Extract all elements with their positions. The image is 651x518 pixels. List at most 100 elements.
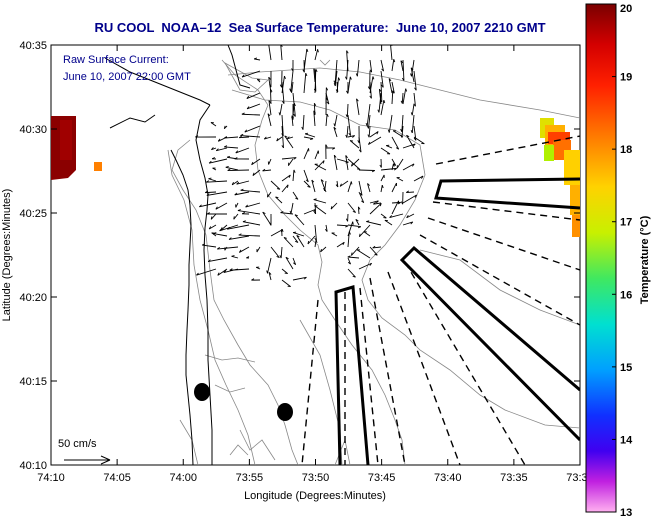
current-vector-head	[206, 212, 210, 215]
current-vector	[292, 191, 299, 200]
current-vector	[281, 81, 285, 104]
current-vector-head	[313, 211, 317, 215]
current-vector	[227, 169, 250, 171]
current-vector-head	[202, 243, 206, 246]
current-vector-head	[405, 88, 408, 92]
current-vector	[333, 155, 338, 171]
current-vector-head	[365, 122, 368, 127]
current-vector-head	[236, 181, 240, 185]
current-vector-head	[280, 211, 284, 214]
current-vector	[402, 59, 405, 81]
current-vector-head	[262, 168, 266, 172]
current-vector	[303, 48, 308, 72]
current-vector	[373, 202, 382, 205]
current-vector	[281, 75, 285, 94]
current-vector	[210, 213, 217, 220]
current-vector-head	[376, 131, 379, 135]
current-vector	[292, 103, 295, 116]
current-vector	[292, 257, 297, 265]
current-vector-head	[276, 188, 281, 190]
current-vector	[239, 246, 250, 253]
current-vector-head	[241, 112, 245, 115]
current-vector-head	[393, 168, 397, 171]
current-vector	[345, 155, 349, 171]
colorbar-label: Temperature (°C)	[639, 215, 651, 304]
current-vector-head	[358, 206, 361, 210]
current-vector-head	[313, 209, 316, 212]
current-vector-head	[251, 278, 255, 281]
current-vector-head	[333, 126, 337, 130]
current-vector-head	[225, 166, 229, 168]
colorbar-tick-label: 20	[620, 3, 632, 15]
current-vector	[388, 114, 393, 133]
current-vector-head	[215, 148, 219, 152]
current-vector-head	[283, 237, 287, 239]
current-vector	[225, 166, 239, 171]
current-vector-head	[213, 232, 217, 234]
current-vector	[357, 206, 360, 215]
current-vector-head	[414, 87, 417, 91]
current-vector	[314, 49, 319, 61]
current-vector	[411, 114, 415, 134]
current-vector-head	[379, 164, 382, 168]
colorbar-tick-label: 15	[620, 362, 632, 374]
current-vector-head	[229, 268, 233, 271]
current-vector	[391, 200, 399, 215]
current-vector-head	[234, 192, 238, 196]
current-vector	[246, 103, 261, 110]
current-vector	[303, 148, 310, 160]
x-tick-label: 73:40	[434, 472, 462, 484]
sst-patch-east	[540, 118, 580, 237]
current-vector	[369, 59, 373, 73]
current-vector-head	[333, 83, 336, 87]
current-vector	[242, 221, 261, 226]
current-vector	[349, 140, 360, 149]
current-vector-head	[315, 239, 318, 243]
current-vector-head	[246, 106, 250, 110]
current-vector	[233, 213, 239, 220]
current-vector	[358, 169, 375, 171]
current-vector	[241, 70, 261, 78]
colorbar-tick-label: 17	[620, 217, 632, 229]
current-vector	[347, 76, 351, 94]
current-vector-head	[326, 101, 330, 105]
current-vector-head	[287, 184, 289, 188]
current-vector-head	[356, 98, 359, 102]
current-vector	[347, 114, 351, 136]
annotation-line2: June 10, 2007 22:00 GMT	[63, 71, 191, 83]
current-vector-head	[293, 262, 296, 266]
current-vector	[372, 246, 382, 249]
current-vector	[196, 268, 217, 276]
current-vector-head	[410, 130, 413, 134]
current-vector-head	[223, 270, 227, 273]
current-vector-head	[379, 88, 382, 92]
current-vector-head	[215, 206, 218, 210]
current-vector	[389, 213, 404, 218]
x-tick-label: 74:05	[103, 472, 131, 484]
current-vector-head	[366, 125, 369, 129]
current-vector-head	[257, 78, 261, 81]
current-vector	[280, 45, 283, 61]
current-vector	[366, 221, 382, 226]
current-vector-head	[349, 140, 354, 142]
current-vector-head	[342, 242, 345, 246]
current-vector-head	[345, 225, 349, 228]
current-vector	[380, 59, 384, 72]
current-vector	[351, 158, 360, 167]
current-vector-head	[238, 135, 242, 139]
current-vector-head	[228, 237, 232, 240]
current-vector	[358, 136, 362, 153]
current-vector-head	[326, 113, 329, 117]
current-vector	[369, 200, 379, 204]
current-vector	[292, 276, 307, 281]
y-tick-label: 40:35	[19, 40, 47, 52]
current-vector	[413, 175, 424, 182]
current-vector	[378, 89, 382, 105]
current-vector-head	[310, 138, 314, 141]
current-vector	[406, 134, 415, 149]
current-vector	[314, 160, 325, 171]
current-vector	[339, 180, 349, 187]
current-vector-head	[325, 144, 328, 148]
current-vector-head	[320, 179, 324, 182]
